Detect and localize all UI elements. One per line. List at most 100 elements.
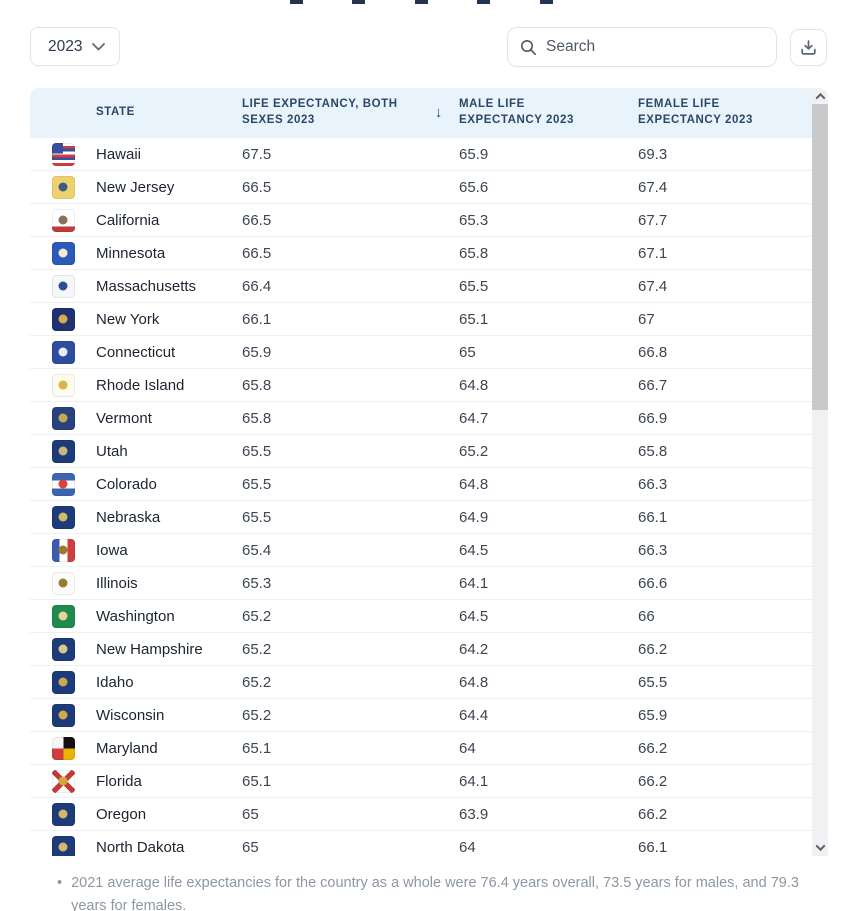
chevron-down-icon — [815, 841, 825, 852]
search-box — [507, 27, 777, 67]
both-sexes-value: 65.5 — [242, 508, 272, 526]
both-sexes-value: 66.5 — [242, 244, 272, 262]
female-value: 67.4 — [638, 178, 668, 196]
female-value: 65.9 — [638, 706, 668, 724]
flag-emblem — [58, 215, 68, 225]
state-name: Nebraska — [96, 508, 161, 526]
scrollbar-thumb[interactable] — [812, 104, 828, 410]
flag-emblem — [58, 413, 68, 423]
flag-emblem — [58, 578, 68, 588]
flag-emblem — [58, 677, 68, 687]
state-name: Minnesota — [96, 244, 166, 262]
clipped-title-fragment — [477, 0, 490, 4]
flag-emblem — [58, 281, 68, 291]
both-sexes-value: 65.1 — [242, 772, 272, 790]
male-value: 64.4 — [459, 706, 489, 724]
state-name: Colorado — [96, 475, 157, 493]
female-value: 66.3 — [638, 475, 668, 493]
state-name: California — [96, 211, 160, 229]
state-flag-icon — [51, 142, 75, 166]
both-sexes-value: 65.3 — [242, 574, 272, 592]
state-flag-icon — [51, 703, 75, 727]
table-row: Wisconsin 65.2 64.4 65.9 — [30, 699, 812, 732]
table-row: North Dakota 65 64 66.1 — [30, 831, 812, 856]
clipped-title-fragment — [290, 0, 303, 4]
state-flag-icon — [51, 241, 75, 265]
bullet-icon: • — [57, 875, 63, 891]
table-row: Massachusetts 66.4 65.5 67.4 — [30, 270, 812, 303]
male-value: 64 — [459, 739, 476, 757]
column-header-state[interactable]: State — [96, 106, 135, 119]
column-header-female[interactable]: Female life expectancy 2023 — [638, 98, 753, 126]
state-flag-icon — [51, 406, 75, 430]
female-value: 65.8 — [638, 442, 668, 460]
table-row: New Jersey 66.5 65.6 67.4 — [30, 171, 812, 204]
female-value: 66.6 — [638, 574, 668, 592]
female-value: 66.2 — [638, 772, 668, 790]
male-value: 64.8 — [459, 475, 489, 493]
toolbar: 2023 — [30, 27, 827, 67]
scrollbar-up-button[interactable] — [812, 88, 828, 105]
column-header-male[interactable]: Male life expectancy 2023 — [459, 98, 574, 126]
state-name: Vermont — [96, 409, 152, 427]
state-name: Massachusetts — [96, 277, 197, 295]
state-flag-icon — [51, 604, 75, 628]
year-dropdown[interactable]: 2023 — [30, 27, 121, 66]
table-row: New Hampshire 65.2 64.2 66.2 — [30, 633, 812, 666]
search-icon — [520, 39, 537, 56]
both-sexes-value: 65.2 — [242, 673, 272, 691]
download-button[interactable] — [790, 28, 827, 66]
state-flag-icon — [51, 670, 75, 694]
table-row: Washington 65.2 64.5 66 — [30, 600, 812, 633]
male-value: 64.1 — [459, 772, 489, 790]
table-row: Florida 65.1 64.1 66.2 — [30, 765, 812, 798]
male-value: 64.2 — [459, 640, 489, 658]
flag-emblem — [58, 380, 68, 390]
state-flag-icon — [51, 637, 75, 661]
state-flag-icon — [51, 472, 75, 496]
scrollbar-down-button[interactable] — [812, 839, 828, 856]
male-value: 64.1 — [459, 574, 489, 592]
both-sexes-value: 65.2 — [242, 706, 272, 724]
both-sexes-value: 66.5 — [242, 178, 272, 196]
male-value: 65 — [459, 343, 476, 361]
life-expectancy-table: State Life expectancy, both sexes 2023 ↓… — [30, 88, 828, 856]
male-value: 65.9 — [459, 145, 489, 163]
table-row: Vermont 65.8 64.7 66.9 — [30, 402, 812, 435]
state-name: Idaho — [96, 673, 134, 691]
state-flag-icon — [51, 439, 75, 463]
table-header-row: State Life expectancy, both sexes 2023 ↓… — [30, 88, 812, 138]
flag-emblem — [58, 347, 68, 357]
state-name: Oregon — [96, 805, 147, 823]
table-row: New York 66.1 65.1 67 — [30, 303, 812, 336]
male-value: 65.3 — [459, 211, 489, 229]
table-row: Idaho 65.2 64.8 65.5 — [30, 666, 812, 699]
both-sexes-value: 66.1 — [242, 310, 272, 328]
column-header-both-sexes[interactable]: Life expectancy, both sexes 2023 ↓ — [242, 98, 443, 126]
flag-emblem — [58, 644, 68, 654]
both-sexes-value: 65.8 — [242, 409, 272, 427]
scrollbar[interactable] — [812, 88, 828, 856]
flag-emblem — [58, 611, 68, 621]
male-value: 64.8 — [459, 376, 489, 394]
flag-emblem — [58, 446, 68, 456]
female-value: 66.9 — [638, 409, 668, 427]
table-row: Connecticut 65.9 65 66.8 — [30, 336, 812, 369]
both-sexes-value: 66.4 — [242, 277, 272, 295]
both-sexes-value: 65.2 — [242, 640, 272, 658]
both-sexes-value: 65.5 — [242, 442, 272, 460]
table-row: Hawaii 67.5 65.9 69.3 — [30, 138, 812, 171]
state-flag-icon — [51, 571, 75, 595]
search-input[interactable] — [546, 38, 764, 56]
state-name: Washington — [96, 607, 175, 625]
state-flag-icon — [51, 736, 75, 760]
table-row: Nebraska 65.5 64.9 66.1 — [30, 501, 812, 534]
clipped-title-fragment — [352, 0, 365, 4]
female-value: 66.2 — [638, 640, 668, 658]
state-name: Illinois — [96, 574, 138, 592]
state-name: Hawaii — [96, 145, 142, 163]
male-value: 65.6 — [459, 178, 489, 196]
chevron-down-icon — [92, 42, 106, 51]
both-sexes-value: 66.5 — [242, 211, 272, 229]
state-flag-icon — [51, 175, 75, 199]
